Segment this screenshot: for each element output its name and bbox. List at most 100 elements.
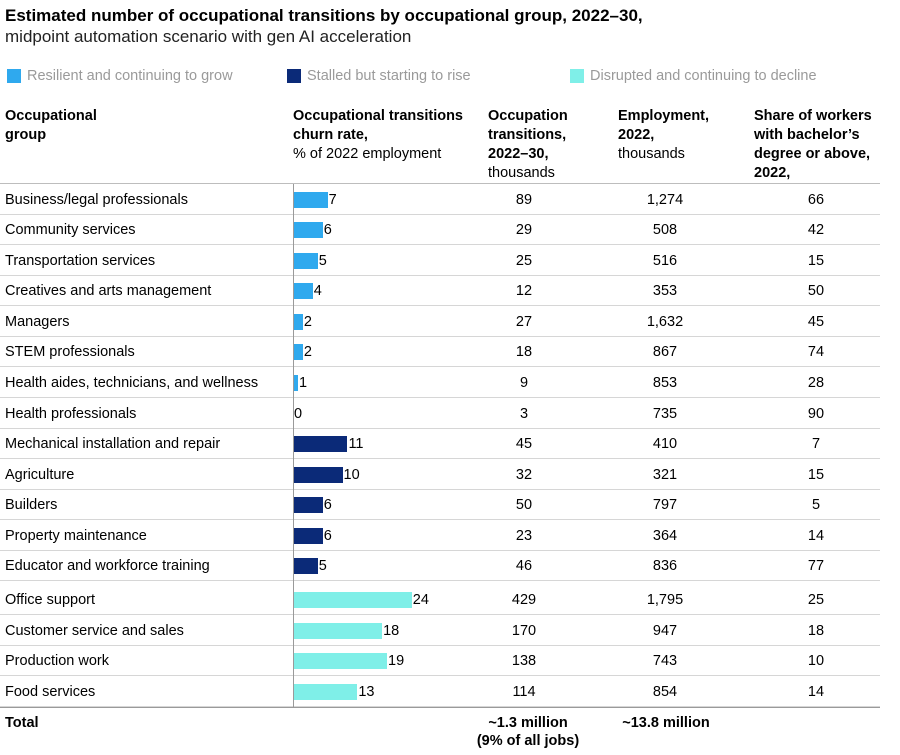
transitions-value: 29 bbox=[515, 222, 533, 238]
table-row: Managers 2 27 1,632 45 bbox=[0, 306, 880, 337]
legend-item-stalled: Stalled but starting to rise bbox=[287, 67, 471, 85]
churn-value-label: 24 bbox=[412, 592, 429, 608]
column-header-employment: Employment, 2022, thousands bbox=[618, 107, 723, 164]
bachelor-share-value: 7 bbox=[811, 436, 821, 452]
row-divider bbox=[0, 275, 880, 276]
employment-value: 1,632 bbox=[646, 314, 684, 330]
churn-bar bbox=[293, 528, 323, 544]
table-row: Builders 6 50 797 5 bbox=[0, 489, 880, 520]
row-divider bbox=[0, 336, 880, 337]
churn-value-label: 6 bbox=[323, 497, 332, 513]
employment-value: 797 bbox=[652, 497, 678, 513]
transitions-value: 25 bbox=[515, 253, 533, 269]
employment-value: 410 bbox=[652, 436, 678, 452]
bachelor-share-value: 10 bbox=[807, 653, 825, 669]
churn-value-label: 11 bbox=[348, 436, 364, 452]
table-row: Creatives and arts management 4 12 353 50 bbox=[0, 275, 880, 306]
employment-value: 854 bbox=[652, 684, 678, 700]
legend-swatch-disrupted bbox=[570, 69, 584, 83]
legend-label: Disrupted and continuing to decline bbox=[590, 68, 817, 84]
legend-label: Stalled but starting to rise bbox=[307, 68, 471, 84]
transitions-value: 3 bbox=[519, 406, 529, 422]
total-transitions-value: ~1.3 million bbox=[488, 715, 568, 731]
row-label: Mechanical installation and repair bbox=[5, 436, 221, 452]
row-label: Health aides, technicians, and wellness bbox=[5, 375, 259, 391]
employment-value: 867 bbox=[652, 344, 678, 360]
employment-value: 735 bbox=[652, 406, 678, 422]
chart-subtitle: midpoint automation scenario with gen AI… bbox=[5, 27, 412, 46]
column-header-label: Occupational group bbox=[5, 108, 97, 143]
total-transitions-share: (9% of all jobs) bbox=[476, 733, 580, 749]
churn-bar bbox=[293, 344, 303, 360]
row-divider bbox=[0, 428, 880, 429]
column-header-label: Employment, 2022, bbox=[618, 108, 710, 143]
churn-value-label: 18 bbox=[383, 623, 400, 639]
row-divider bbox=[0, 675, 880, 676]
header-divider bbox=[0, 183, 880, 184]
total-divider bbox=[0, 707, 880, 708]
legend-label: Resilient and continuing to grow bbox=[27, 68, 233, 84]
table-row: Transportation services 5 25 516 15 bbox=[0, 245, 880, 276]
table-row: Customer service and sales 18 170 947 18 bbox=[0, 615, 880, 646]
table-row: Health professionals 0 3 735 90 bbox=[0, 398, 880, 429]
transitions-value: 32 bbox=[515, 467, 533, 483]
transitions-value: 50 bbox=[515, 497, 533, 513]
legend-swatch-stalled bbox=[287, 69, 301, 83]
bachelor-share-value: 18 bbox=[807, 623, 825, 639]
row-divider bbox=[0, 706, 880, 707]
bachelor-share-value: 15 bbox=[807, 253, 825, 269]
employment-value: 1,795 bbox=[646, 592, 684, 608]
row-label: Office support bbox=[5, 592, 96, 608]
employment-value: 853 bbox=[652, 375, 678, 391]
transitions-value: 138 bbox=[511, 653, 537, 669]
row-label: Customer service and sales bbox=[5, 623, 184, 639]
churn-bar bbox=[293, 222, 323, 238]
column-header-label: Occupation transitions, 2022–30, bbox=[488, 108, 568, 162]
row-divider bbox=[0, 244, 880, 245]
churn-value-label: 1 bbox=[298, 375, 308, 391]
bachelor-share-value: 74 bbox=[807, 344, 825, 360]
column-header-unit: % of 2022 employment bbox=[293, 146, 442, 162]
churn-bar bbox=[293, 623, 383, 639]
column-header-bachelor: Share of workers with bachelor’s degree … bbox=[754, 107, 882, 183]
row-divider bbox=[0, 214, 880, 215]
table-row: Agriculture 10 32 321 15 bbox=[0, 459, 880, 490]
churn-value-label: 2 bbox=[303, 344, 312, 360]
row-divider bbox=[0, 397, 880, 398]
row-divider bbox=[0, 458, 880, 459]
column-header-label: Occupational transitions churn rate, bbox=[293, 108, 463, 143]
row-label: Transportation services bbox=[5, 253, 156, 269]
row-divider bbox=[0, 519, 880, 520]
churn-bar bbox=[293, 497, 323, 513]
churn-bar bbox=[293, 375, 298, 391]
total-label: Total bbox=[5, 715, 39, 731]
churn-value-label: 13 bbox=[358, 684, 375, 700]
row-divider bbox=[0, 614, 880, 615]
row-label: Community services bbox=[5, 222, 136, 238]
column-header-unit: thousands bbox=[488, 165, 555, 181]
legend-item-resilient: Resilient and continuing to grow bbox=[7, 67, 233, 85]
churn-bar bbox=[293, 467, 343, 483]
table-row: Food services 13 114 854 14 bbox=[0, 676, 880, 707]
table-row: Business/legal professionals 7 89 1,274 66 bbox=[0, 184, 880, 215]
bachelor-share-value: 50 bbox=[807, 283, 825, 299]
legend-swatch-resilient bbox=[7, 69, 21, 83]
bachelor-share-value: 14 bbox=[807, 528, 825, 544]
row-label: Builders bbox=[5, 497, 58, 513]
transitions-value: 170 bbox=[511, 623, 537, 639]
transitions-value: 45 bbox=[515, 436, 533, 452]
row-label: Property maintenance bbox=[5, 528, 147, 544]
bachelor-share-value: 90 bbox=[807, 406, 825, 422]
bachelor-share-value: 77 bbox=[807, 558, 825, 574]
employment-value: 364 bbox=[652, 528, 678, 544]
transitions-value: 18 bbox=[515, 344, 533, 360]
churn-value-label: 6 bbox=[323, 528, 332, 544]
bachelor-share-value: 14 bbox=[807, 684, 825, 700]
row-label: Health professionals bbox=[5, 406, 137, 422]
employment-value: 1,274 bbox=[646, 192, 684, 208]
churn-value-label: 5 bbox=[318, 558, 327, 574]
row-divider bbox=[0, 580, 880, 581]
table-row: Community services 6 29 508 42 bbox=[0, 214, 880, 245]
churn-value-label: 6 bbox=[323, 222, 332, 238]
transitions-value: 429 bbox=[511, 592, 537, 608]
